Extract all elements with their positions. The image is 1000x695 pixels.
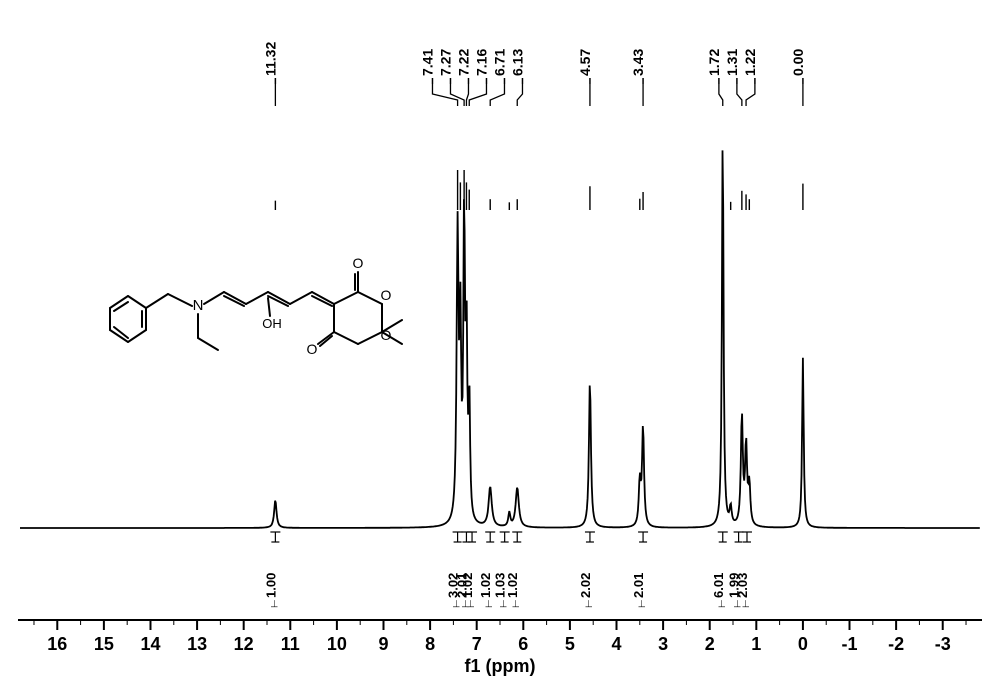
peak-label: 1.31 [724, 49, 740, 76]
x-axis-tick-label: -2 [888, 634, 904, 654]
integral-end-glyph: ⊢ [484, 599, 495, 608]
x-axis-tick-label: -3 [935, 634, 951, 654]
x-axis-tick-label: 3 [658, 634, 668, 654]
integral-end-glyph: ⊢ [499, 599, 510, 608]
molecule-structure: NOHOOOO [110, 255, 402, 357]
integral-end-glyph: ⊢ [511, 599, 522, 608]
x-axis-tick-label: 1 [751, 634, 761, 654]
x-axis-tick-label: 14 [140, 634, 160, 654]
peak-label: 4.57 [577, 49, 593, 76]
x-axis-tick-label: 2 [705, 634, 715, 654]
peak-label: 7.41 [419, 49, 435, 76]
x-axis-tick-label: 11 [281, 634, 300, 654]
integral-label: 2.03 [735, 573, 750, 598]
x-axis-tick-label: 12 [234, 634, 254, 654]
integral-label: 1.02 [505, 573, 520, 598]
molecule-atom-label: O [381, 287, 392, 303]
x-axis-tick-label: 0 [798, 634, 808, 654]
molecule-atom-label: O [307, 341, 318, 357]
molecule-atom-label: OH [262, 316, 282, 331]
x-axis-tick-label: 15 [94, 634, 114, 654]
integral-end-glyph: ⊢ [741, 599, 752, 608]
integral-label: 2.02 [578, 573, 593, 598]
peak-label: 7.22 [455, 49, 471, 76]
peak-label: 11.32 [262, 42, 278, 76]
integral-end-glyph: ⊢ [717, 599, 728, 608]
peak-label: 3.43 [630, 49, 646, 76]
x-axis-tick-label: 10 [327, 634, 347, 654]
peak-connector [466, 84, 468, 106]
spectrum-trace [20, 150, 980, 528]
peak-label: 1.72 [706, 49, 722, 76]
peak-label: 0.00 [790, 49, 806, 76]
x-axis-title: f1 (ppm) [465, 656, 536, 676]
x-axis-tick-label: 8 [425, 634, 435, 654]
x-axis-tick-label: 7 [472, 634, 482, 654]
molecule-atom-label: N [193, 297, 204, 314]
peak-connector [719, 84, 723, 106]
integral-end-glyph: ⊢ [584, 599, 595, 608]
x-axis-tick-label: 9 [378, 634, 388, 654]
integral-end-glyph: ⊢ [466, 599, 477, 608]
integral-end-glyph: ⊢ [637, 599, 648, 608]
integral-end-glyph: ⊢ [269, 599, 280, 608]
peak-connector [490, 84, 504, 106]
x-axis-tick-label: 13 [187, 634, 207, 654]
peak-label: 6.71 [491, 49, 507, 76]
x-axis-tick-label: 6 [518, 634, 528, 654]
peak-connector [746, 84, 755, 106]
integral-label: 1.02 [460, 573, 475, 598]
x-axis-tick-label: 4 [611, 634, 621, 654]
integral-label: 2.01 [631, 573, 646, 598]
peak-connector [469, 84, 486, 106]
peak-connector [517, 84, 522, 106]
peak-label: 7.16 [473, 49, 489, 76]
x-axis-tick-label: 16 [47, 634, 67, 654]
molecule-atom-label: O [353, 255, 364, 271]
integral-label: 1.00 [263, 573, 278, 598]
integral-label: 6.01 [711, 573, 726, 598]
x-axis-tick-label: -1 [842, 634, 858, 654]
peak-connector [737, 84, 742, 106]
x-axis-tick-label: 5 [565, 634, 575, 654]
peak-label: 1.22 [742, 49, 758, 76]
integral-label: 1.02 [478, 573, 493, 598]
peak-label: 6.13 [509, 49, 525, 76]
peak-label: 7.27 [437, 49, 453, 76]
